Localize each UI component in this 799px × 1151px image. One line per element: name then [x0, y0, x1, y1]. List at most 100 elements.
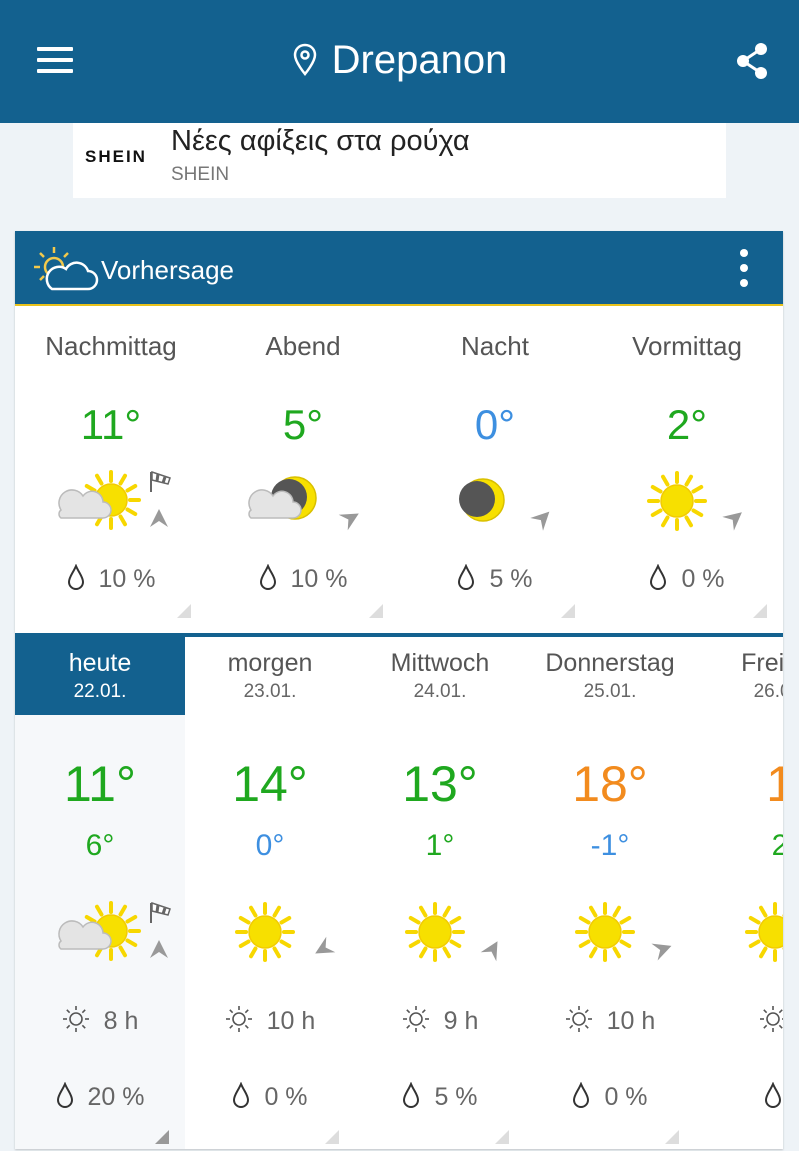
precipitation: 0 % — [185, 1081, 355, 1112]
period-name: Nacht — [461, 331, 529, 361]
sunshine-duration: 10 h — [525, 1005, 695, 1036]
day-name: Donnerstag — [545, 649, 675, 677]
cloud-icon — [58, 489, 112, 519]
app-bar: Drepanon — [0, 0, 799, 123]
sunshine-duration: 9 h — [355, 1005, 525, 1036]
day-tab[interactable]: Donnerstag 25.01. — [525, 637, 695, 715]
location-title[interactable]: Drepanon — [0, 38, 799, 83]
expand-corner-icon[interactable] — [369, 604, 383, 618]
forecast-header: Vorhersage — [15, 231, 783, 306]
wind-direction-icon — [150, 509, 168, 527]
precipitation-value: 0 % — [604, 1083, 648, 1111]
period-nacht[interactable]: Nacht 0° 5 % — [399, 306, 591, 626]
cloud-icon — [248, 489, 302, 519]
more-options-icon[interactable] — [737, 249, 751, 289]
ad-headline: Νέες αφίξεις στα ρούχα — [171, 125, 470, 157]
low-temperature: 2 — [771, 829, 783, 862]
raindrop-icon — [67, 563, 84, 590]
day-name: heute — [68, 649, 132, 677]
day-tab[interactable]: Freitag 26.01. — [695, 637, 783, 715]
sunshine-icon — [225, 1006, 252, 1032]
sunshine-value: 9 h — [443, 1007, 479, 1035]
expand-corner-icon[interactable] — [177, 604, 191, 618]
expand-corner-icon[interactable] — [325, 1130, 339, 1144]
day-name: Freitag — [741, 649, 783, 677]
raindrop-icon — [403, 1081, 420, 1108]
period-vormittag[interactable]: Vormittag 2° 0 % — [591, 306, 783, 626]
sun-icon — [405, 902, 465, 962]
location-pin-icon — [293, 43, 316, 76]
ad-banner[interactable]: SHEIN Νέες αφίξεις στα ρούχα SHEIN — [73, 123, 726, 198]
weather-icon — [355, 897, 525, 967]
expand-corner-icon[interactable] — [561, 604, 575, 618]
precipitation-value: 20 % — [87, 1083, 145, 1111]
day-column-mittwoch[interactable]: Mittwoch 24.01. 13° 1° 9 h 5 % — [355, 637, 525, 1149]
day-date: 22.01. — [73, 681, 127, 702]
precipitation-value: 5 % — [434, 1083, 478, 1111]
hamburger-icon[interactable] — [37, 47, 73, 75]
day-column-morgen[interactable]: morgen 23.01. 14° 0° 10 h 0 % — [185, 637, 355, 1149]
precipitation-value: 10 % — [290, 565, 348, 593]
expand-corner-icon[interactable] — [495, 1130, 509, 1144]
low-temperature: 0° — [255, 829, 285, 862]
forecast-card: Vorhersage Nachmittag 11° 10 % Abend 5° … — [15, 231, 783, 1149]
day-tab[interactable]: Mittwoch 24.01. — [355, 637, 525, 715]
sunshine-duration — [695, 1005, 783, 1036]
day-date: 26.01. — [753, 681, 783, 702]
period-name: Vormittag — [632, 331, 742, 361]
wind-direction-icon — [480, 941, 498, 962]
wind-direction-icon — [150, 940, 168, 958]
expand-corner-icon[interactable] — [665, 1130, 679, 1144]
sunshine-icon — [760, 1006, 783, 1032]
day-tab[interactable]: morgen 23.01. — [185, 637, 355, 715]
weather-icon — [15, 897, 185, 967]
period-temperature: 11° — [80, 401, 142, 448]
raindrop-icon — [56, 1081, 73, 1108]
ad-logo: SHEIN — [85, 147, 147, 166]
raindrop-icon — [764, 1081, 782, 1108]
precipitation: 0 % — [525, 1081, 695, 1112]
windsock-icon — [150, 470, 171, 492]
divider — [15, 633, 783, 637]
wind-direction-icon — [338, 513, 359, 531]
day-tab[interactable]: heute 22.01. — [15, 637, 185, 715]
wind-direction-icon — [530, 511, 550, 531]
high-temperature: 14° — [232, 756, 308, 812]
sunshine-value: 10 h — [266, 1007, 316, 1035]
period-name: Abend — [265, 331, 341, 361]
low-temperature: -1° — [590, 829, 630, 862]
expand-corner-icon[interactable] — [155, 1130, 169, 1144]
day-column-heute[interactable]: heute 22.01. 11° 6° 8 h 20 % — [15, 637, 185, 1149]
location-name: Drepanon — [331, 38, 508, 82]
period-nachmittag[interactable]: Nachmittag 11° 10 % — [15, 306, 207, 626]
period-abend[interactable]: Abend 5° 10 % — [207, 306, 399, 626]
precipitation: 5 % — [355, 1081, 525, 1112]
forecast-title: Vorhersage — [101, 255, 234, 285]
sun-icon — [647, 471, 707, 531]
high-temperature: 1 — [766, 756, 783, 812]
windsock-icon — [150, 901, 171, 923]
wind-direction-icon — [315, 936, 336, 954]
share-icon[interactable] — [735, 42, 769, 80]
raindrop-icon — [650, 563, 667, 590]
precipitation — [695, 1081, 783, 1112]
expand-corner-icon[interactable] — [753, 604, 767, 618]
precipitation-value: 5 % — [489, 565, 533, 593]
weather-icon — [399, 466, 591, 536]
weather-icon — [15, 466, 207, 536]
wind-direction-icon — [651, 943, 672, 961]
day-name: morgen — [227, 649, 313, 677]
raindrop-icon — [233, 1081, 250, 1108]
period-name: Nachmittag — [45, 331, 177, 361]
day-column-donnerstag[interactable]: Donnerstag 25.01. 18° -1° 10 h 0 % — [525, 637, 695, 1149]
sunshine-value: 8 h — [103, 1007, 139, 1035]
weather-icon — [695, 897, 783, 967]
raindrop-icon — [259, 563, 276, 590]
sunshine-icon — [402, 1006, 429, 1032]
sunshine-icon — [62, 1006, 89, 1032]
day-column-freitag[interactable]: Freitag 26.01. 1 2 — [695, 637, 783, 1149]
precipitation-value: 0 % — [681, 565, 725, 593]
sun-cloud-icon — [34, 247, 99, 291]
day-date: 24.01. — [413, 681, 467, 702]
precipitation: 20 % — [15, 1081, 185, 1112]
